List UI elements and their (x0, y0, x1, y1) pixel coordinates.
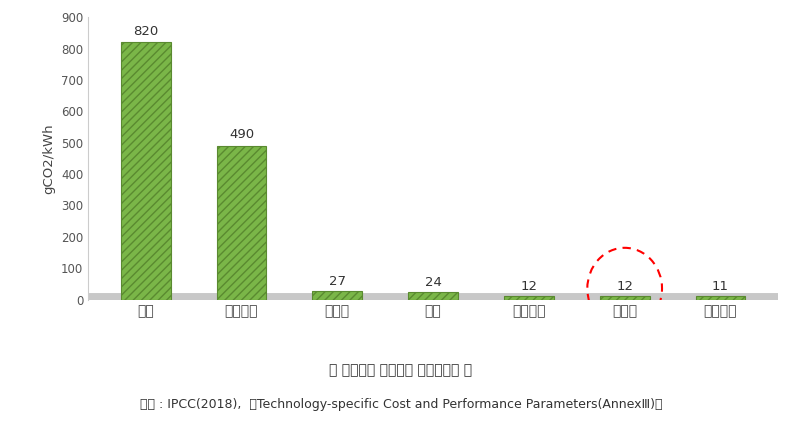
Text: 12: 12 (616, 279, 633, 293)
Bar (121, 42, 171, 300)
Text: 11: 11 (712, 280, 729, 293)
Bar (504, 296, 553, 300)
Bar (600, 296, 650, 300)
Y-axis label: gCO2/kWh: gCO2/kWh (43, 123, 55, 194)
Text: 12: 12 (520, 279, 537, 293)
Text: 24: 24 (424, 276, 442, 289)
Text: 출자 : IPCC(2018),  』Technology-specific Cost and Performance Parameters(AnnexⅢ)』: 출자 : IPCC(2018), 』Technology-specific Co… (140, 398, 662, 411)
Bar (217, 146, 266, 300)
Bar (408, 292, 458, 300)
Text: 820: 820 (133, 24, 158, 38)
Bar (695, 296, 745, 300)
Bar (313, 291, 363, 300)
Text: 490: 490 (229, 128, 254, 141)
Text: 27: 27 (329, 275, 346, 288)
Text: 〈 발전원별 생애주기 탄소배출량 〉: 〈 발전원별 생애주기 탄소배출량 〉 (330, 363, 472, 377)
